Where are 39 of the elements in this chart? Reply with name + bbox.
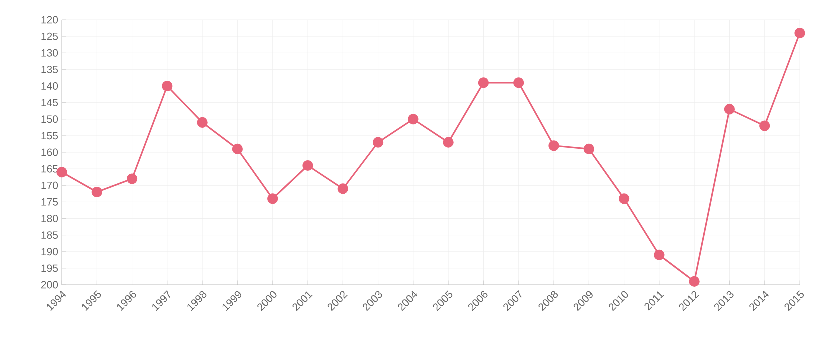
point [92,186,102,198]
point [56,167,68,178]
point [302,160,314,172]
y-tick-label: 135 [42,66,58,74]
y-tick-label: 125 [42,32,58,40]
y-tick-label: 160 [42,148,58,156]
point [408,114,419,125]
y-tick-label: 195 [42,264,58,272]
point [760,120,770,132]
point [618,194,630,204]
point [478,78,490,88]
point [654,250,665,260]
point [232,144,244,154]
point [724,104,736,115]
point [126,174,138,184]
point [443,137,454,148]
point [338,184,348,194]
point [268,194,278,204]
y-tick-label: 175 [42,198,58,206]
y-tick-label: 130 [42,49,58,57]
y-tick-label: 150 [42,116,58,124]
point [197,117,208,128]
point [689,276,700,287]
point [584,144,594,154]
y-tick-label: 155 [42,132,58,140]
y-tick-label: 165 [42,165,58,173]
point [514,78,524,88]
y-tick-label: 170 [42,182,58,190]
y-tick-label: 120 [42,16,58,24]
point [794,28,806,39]
y-tick-label: 185 [42,232,58,240]
y-tick-label: 140 [42,82,58,90]
point [548,140,560,152]
point [372,137,384,148]
y-tick-label: 180 [42,215,58,222]
y-tick-label: 145 [42,99,58,106]
y-tick-label: 200 [41,281,58,289]
y-tick-label: 190 [42,248,58,256]
point [162,80,173,92]
